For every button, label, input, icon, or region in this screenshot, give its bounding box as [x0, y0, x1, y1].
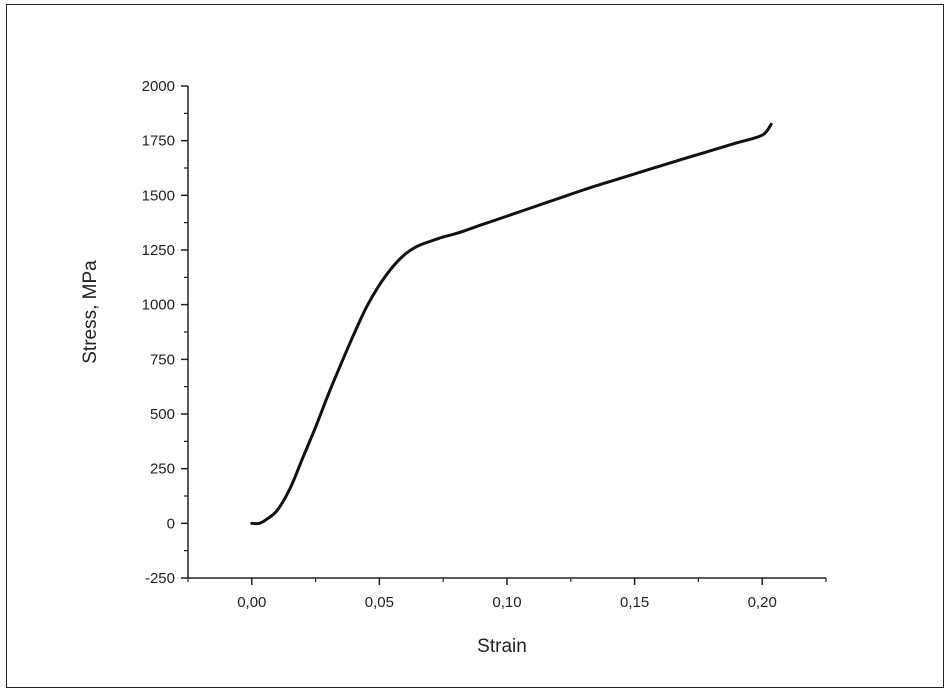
x-tick-label: 0,00	[237, 594, 266, 611]
y-tick-label: 1000	[142, 297, 175, 314]
x-tick-label: 0,20	[748, 594, 777, 611]
stress-strain-line	[250, 122, 773, 526]
figure-frame	[6, 4, 944, 688]
x-tick-label: 0,05	[365, 594, 394, 611]
axes	[187, 86, 826, 579]
y-tick-label: 1250	[142, 242, 175, 259]
tick-labels: -250 0 250 500 750 1000 1250 1500 1750 2000 0,00 0,…	[142, 78, 777, 611]
ticks	[181, 85, 827, 585]
x-tick-label: 0,10	[492, 594, 521, 611]
y-tick-label: 1500	[142, 187, 175, 204]
y-tick-label: 2000	[142, 78, 175, 95]
y-tick-label: 750	[150, 351, 175, 368]
x-tick-label: 0,15	[620, 594, 649, 611]
y-tick-label: 1750	[142, 133, 175, 150]
y-tick-label: 250	[150, 461, 175, 478]
x-axis-title: Strain	[477, 636, 527, 657]
y-tick-label: -250	[145, 570, 175, 587]
y-axis-title: Stress, MPa	[80, 260, 101, 364]
y-tick-label: 500	[150, 406, 175, 423]
y-tick-label: 0	[167, 515, 175, 532]
